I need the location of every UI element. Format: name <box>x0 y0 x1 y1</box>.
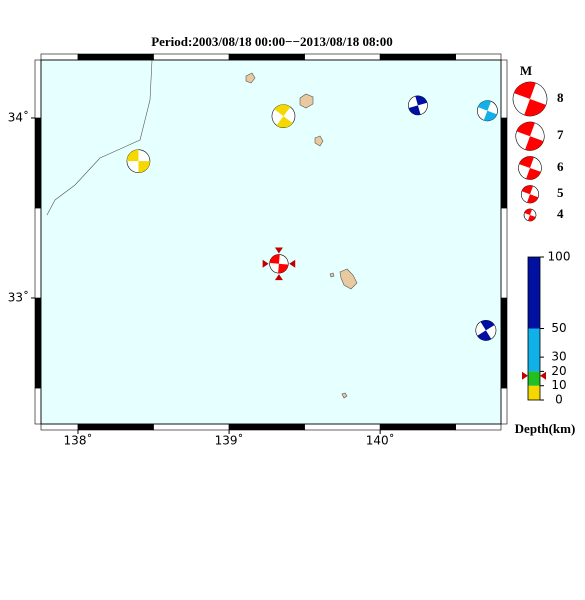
depth-tick-label: 100 <box>548 250 571 264</box>
ball-quadrant <box>274 104 293 128</box>
y-tick-label: 34˚ <box>8 109 29 124</box>
x-tick-label: 139˚ <box>215 433 244 448</box>
ball-quadrant <box>477 320 495 341</box>
magnitude-ball <box>523 208 537 222</box>
magnitude-legend-title: M <box>520 63 532 78</box>
frame-bar <box>153 423 230 431</box>
ball-quadrant <box>408 95 428 115</box>
depth-tick-label: 50 <box>551 321 566 335</box>
frame <box>40 59 502 425</box>
depth-tick-label: 30 <box>551 350 566 364</box>
latest-marker <box>274 274 283 281</box>
depth-tick-label: 10 <box>551 378 566 392</box>
depth-band <box>528 385 540 400</box>
depth-band <box>528 371 540 386</box>
magnitude-label: 5 <box>557 185 564 200</box>
magnitude-label: 8 <box>557 90 564 105</box>
frame-bar <box>500 117 508 209</box>
frame-bar <box>34 117 42 209</box>
coastline <box>46 59 358 399</box>
frame-bar <box>40 423 79 431</box>
ball-quadrant <box>126 149 150 173</box>
frame-bar <box>34 207 42 299</box>
depth-scale-title: Depth(km) <box>515 421 576 436</box>
ball-quadrant <box>514 82 546 116</box>
frame-bar <box>500 59 508 119</box>
ball-quadrant <box>521 185 539 203</box>
magnitude-ball <box>520 185 540 204</box>
frame-bar <box>304 423 381 431</box>
depth-tick-label: 20 <box>551 364 566 378</box>
frame-bar <box>455 423 502 431</box>
frame-bar <box>34 297 42 389</box>
focal-mechanism <box>408 95 428 116</box>
magnitude-ball <box>512 81 548 117</box>
frame-bar <box>34 387 42 425</box>
frame-bar <box>379 53 456 61</box>
frame-bar <box>304 53 381 61</box>
magnitude-label: 6 <box>557 159 564 174</box>
magnitude-label: 4 <box>557 206 564 221</box>
depth-band <box>528 328 540 372</box>
frame-bar <box>40 53 79 61</box>
frame-bar <box>77 53 154 61</box>
frame-bar <box>500 207 508 299</box>
y-tick-label: 33˚ <box>8 289 29 304</box>
focal-mechanism <box>269 254 289 274</box>
frame-bar <box>455 53 502 61</box>
frame-bar <box>500 297 508 389</box>
ball-quadrant <box>524 209 536 221</box>
focal-mechanism <box>126 149 151 173</box>
frame-bar <box>500 387 508 425</box>
magnitude-label: 7 <box>557 127 564 142</box>
depth-tick-label: 0 <box>555 393 563 407</box>
depth-marker <box>522 371 546 380</box>
x-tick-label: 138˚ <box>64 433 93 448</box>
frame-bar <box>228 423 305 431</box>
ball-quadrant <box>269 254 289 274</box>
frame-bar <box>379 423 456 431</box>
latest-marker <box>289 259 296 268</box>
frame-bar <box>228 53 305 61</box>
latest-marker <box>274 247 283 254</box>
x-tick-label: 140˚ <box>366 433 395 448</box>
frame-bar <box>153 53 230 61</box>
magnitude-ball <box>518 156 542 180</box>
focal-mechanism <box>475 319 497 341</box>
ball-quadrant <box>516 122 544 151</box>
frame-bar <box>77 423 154 431</box>
title: Period:2003/08/18 00:00−−2013/08/18 08:0… <box>151 34 393 49</box>
focal-mechanism <box>271 104 296 128</box>
frame-bar <box>34 59 42 119</box>
ball-quadrant <box>477 100 497 121</box>
sea <box>41 60 501 424</box>
magnitude-ball <box>515 121 545 151</box>
ball-quadrant <box>519 156 541 180</box>
depth-band <box>528 257 540 329</box>
focal-mechanism <box>476 100 498 122</box>
latest-marker <box>262 259 269 268</box>
